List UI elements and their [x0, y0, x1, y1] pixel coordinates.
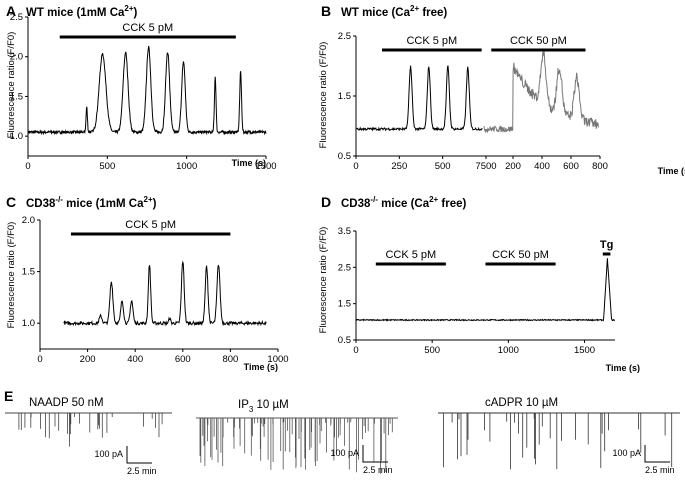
- y-tick-label: 0.5: [338, 151, 351, 162]
- panel-c-label: C: [6, 194, 16, 210]
- y-tick-label: 1.0: [22, 318, 35, 329]
- panel-a-xlabel: Time (s): [232, 158, 266, 168]
- panel-b-title: WT mice (Ca2+ free): [341, 4, 447, 19]
- y-tick-label: 0.5: [338, 335, 351, 346]
- panel-c-title: CD38-/- mice (1mM Ca2+): [26, 195, 157, 210]
- x-tick-label: 800: [222, 354, 238, 365]
- y-tick-label: 2.0: [10, 52, 23, 63]
- x-tick-label: 1000: [498, 345, 519, 356]
- x-tick-label: 600: [175, 354, 191, 365]
- stimulus-label: CCK 5 pM: [125, 219, 176, 231]
- scale-bar: [644, 445, 670, 463]
- x-tick-label: 7500: [475, 161, 496, 172]
- panel-d: D CD38-/- mice (Ca2+ free) Fluorescence …: [318, 194, 640, 373]
- scale-bar: [362, 445, 388, 463]
- panel-a-title: WT mice (1mM Ca2+): [26, 4, 138, 19]
- stimulus-label: CCK 5 pM: [406, 35, 457, 47]
- stimulus-label: Tg: [600, 239, 613, 251]
- panel-e-label: E: [4, 388, 13, 404]
- panel-e-trace-1-label: NAADP 50 nM: [29, 397, 104, 409]
- x-tick-label: 600: [563, 161, 579, 172]
- panel-e: E NAADP 50 nM IP3 10 µM cADPR 10 µM 100 …: [4, 388, 680, 476]
- scale-time-label: 2.5 min: [363, 465, 393, 475]
- x-tick-label: 800: [592, 161, 608, 172]
- scale-current-label: 100 pA: [330, 448, 359, 458]
- stimulus-label: CCK 50 pM: [492, 249, 549, 261]
- panel-d-xlabel: Time (s): [606, 363, 640, 373]
- panel-a-label: A: [6, 3, 16, 19]
- y-tick-label: 1.5: [338, 299, 351, 310]
- panel-e-trace-3-label: cADPR 10 µM: [485, 397, 558, 409]
- scale-bar: [126, 446, 152, 464]
- scale-current-label: 100 pA: [612, 448, 641, 458]
- x-tick-label: 200: [505, 161, 521, 172]
- x-tick-label: 1000: [267, 354, 288, 365]
- y-tick-label: 3.5: [338, 226, 351, 237]
- panel-b-xlabel: Time (s): [658, 166, 685, 176]
- x-tick-label: 500: [99, 161, 115, 172]
- stimulus-label: CCK 50 pM: [510, 35, 567, 47]
- y-tick-label: 1.0: [10, 131, 23, 142]
- x-tick-label: 1000: [176, 161, 197, 172]
- y-tick-label: 1.5: [22, 267, 35, 278]
- stimulus-label: CCK 5 pM: [385, 249, 436, 261]
- x-tick-label: 0: [37, 354, 42, 365]
- panel-d-label: D: [321, 194, 331, 210]
- y-tick-label: 2.5: [338, 31, 351, 42]
- panel-e-trace-2-label: IP3 10 µM: [238, 399, 289, 414]
- x-tick-label: 1500: [255, 161, 276, 172]
- current-trace-events: [443, 413, 673, 470]
- x-tick-label: 400: [127, 354, 143, 365]
- x-tick-label: 200: [80, 354, 96, 365]
- y-tick-label: 1.5: [338, 91, 351, 102]
- panel-d-ylabel: Fluorescence ratio (F/F0): [318, 227, 329, 334]
- scale-time-label: 2.5 min: [645, 465, 675, 475]
- scale-current-label: 100 pA: [94, 449, 123, 459]
- trace-line: [27, 45, 267, 136]
- trace-line: [63, 260, 267, 327]
- x-tick-label: 1500: [574, 345, 595, 356]
- trace-line: [356, 258, 615, 322]
- panel-c-xlabel: Time (s): [244, 362, 278, 372]
- panel-a: A WT mice (1mM Ca2+) Fluorescence ratio …: [6, 3, 277, 172]
- x-tick-label: 500: [424, 345, 440, 356]
- x-tick-label: 250: [391, 161, 407, 172]
- trace-line: [483, 49, 599, 134]
- x-tick-label: 400: [534, 161, 550, 172]
- panel-b: B WT mice (Ca2+ free) Fluorescence ratio…: [318, 3, 685, 176]
- y-tick-label: 2.5: [10, 12, 23, 23]
- panel-d-title: CD38-/- mice (Ca2+ free): [341, 195, 467, 210]
- y-tick-label: 2.0: [22, 215, 35, 226]
- x-tick-label: 0: [25, 161, 30, 172]
- scale-time-label: 2.5 min: [127, 466, 157, 476]
- panel-b-label: B: [321, 3, 331, 19]
- trace-line: [355, 65, 483, 132]
- x-tick-label: 500: [435, 161, 451, 172]
- x-tick-label: 0: [353, 161, 358, 172]
- panel-b-ylabel: Fluorescence ratio (F/F0): [318, 42, 329, 149]
- current-trace-events: [199, 418, 393, 474]
- y-tick-label: 2.5: [338, 262, 351, 273]
- panel-a-ylabel: Fluorescence ratio (F/F0): [6, 32, 17, 139]
- y-tick-label: 1.5: [10, 91, 23, 102]
- panel-c: C CD38-/- mice (1mM Ca2+) Fluorescence r…: [6, 194, 289, 372]
- stimulus-label: CCK 5 pM: [122, 22, 173, 34]
- current-trace-events: [18, 413, 163, 447]
- x-tick-label: 0: [353, 345, 358, 356]
- panel-c-ylabel: Fluorescence ratio (F/F0): [6, 222, 17, 329]
